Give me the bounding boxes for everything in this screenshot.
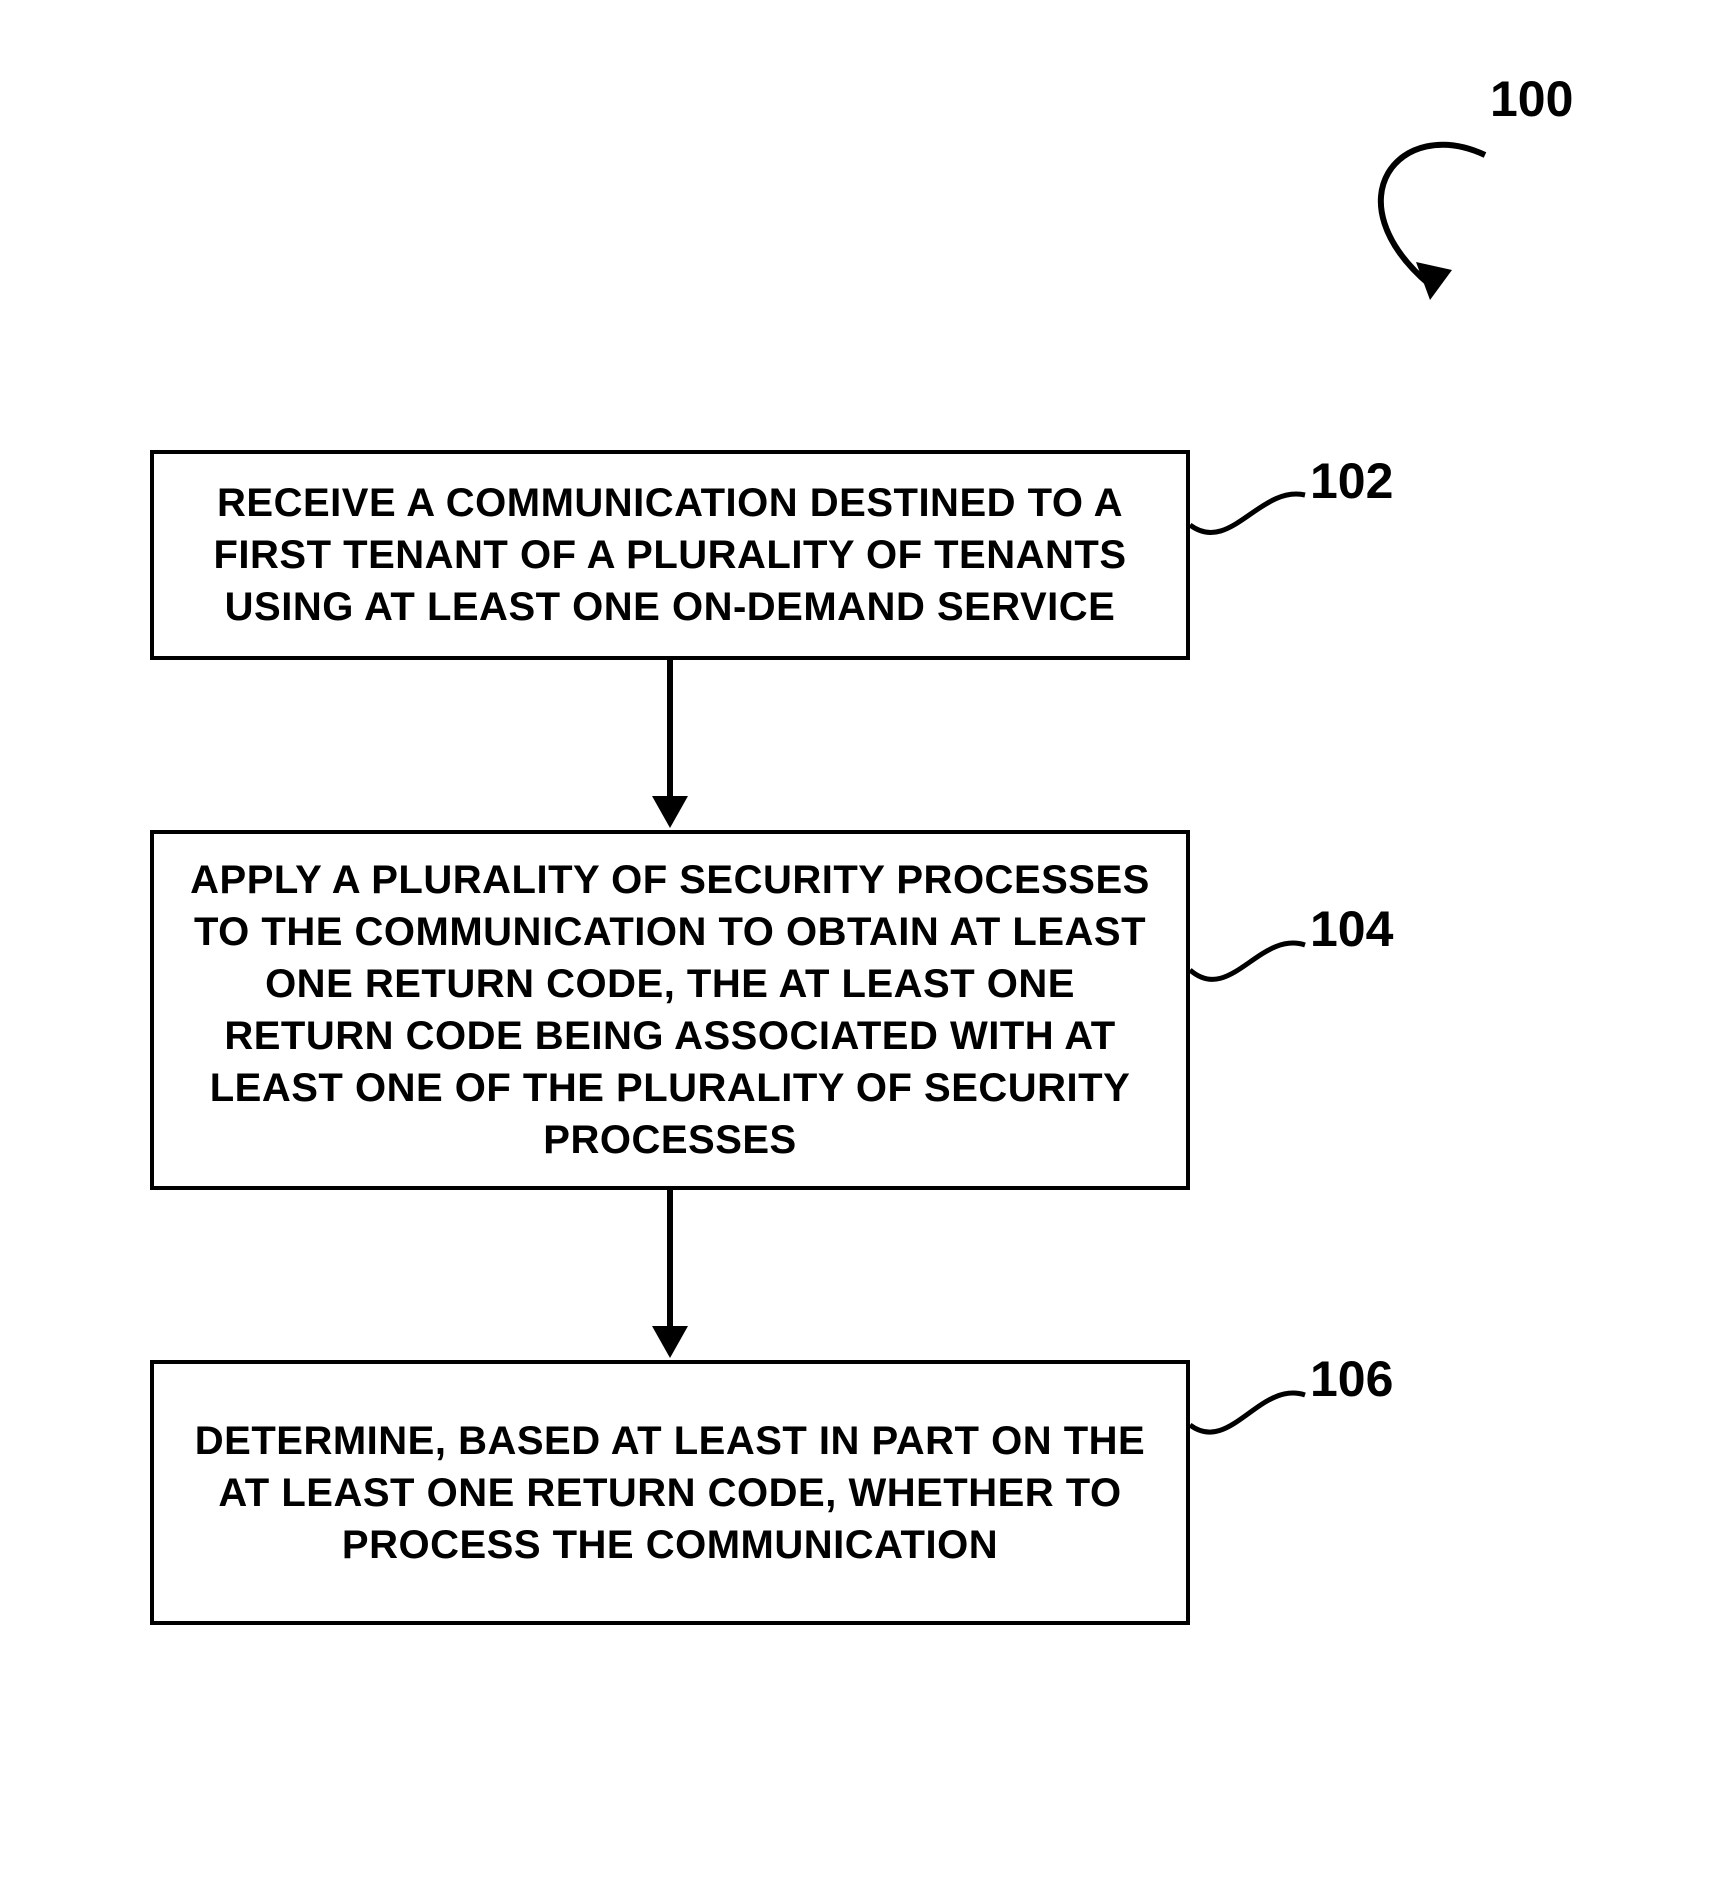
step-1-label: 102 <box>1310 452 1393 510</box>
flowchart-step-3-text: DETERMINE, BASED AT LEAST IN PART ON THE… <box>184 1415 1156 1571</box>
arrow-1-to-2 <box>667 660 673 798</box>
flowchart-step-3: DETERMINE, BASED AT LEAST IN PART ON THE… <box>150 1360 1190 1625</box>
arrow-head-2-to-3-icon <box>652 1326 688 1358</box>
arrow-2-to-3 <box>667 1190 673 1328</box>
flowchart-step-2: APPLY A PLURALITY OF SECURITY PROCESSES … <box>150 830 1190 1190</box>
flowchart-step-1-text: RECEIVE A COMMUNICATION DESTINED TO A FI… <box>184 477 1156 633</box>
step-2-label: 104 <box>1310 900 1393 958</box>
flowchart-canvas: 100 RECEIVE A COMMUNICATION DESTINED TO … <box>0 0 1720 1896</box>
flowchart-step-2-text: APPLY A PLURALITY OF SECURITY PROCESSES … <box>184 854 1156 1166</box>
arrow-head-1-to-2-icon <box>652 796 688 828</box>
step-3-label: 106 <box>1310 1350 1393 1408</box>
flowchart-step-1: RECEIVE A COMMUNICATION DESTINED TO A FI… <box>150 450 1190 660</box>
reference-arrow-icon <box>0 0 1720 400</box>
